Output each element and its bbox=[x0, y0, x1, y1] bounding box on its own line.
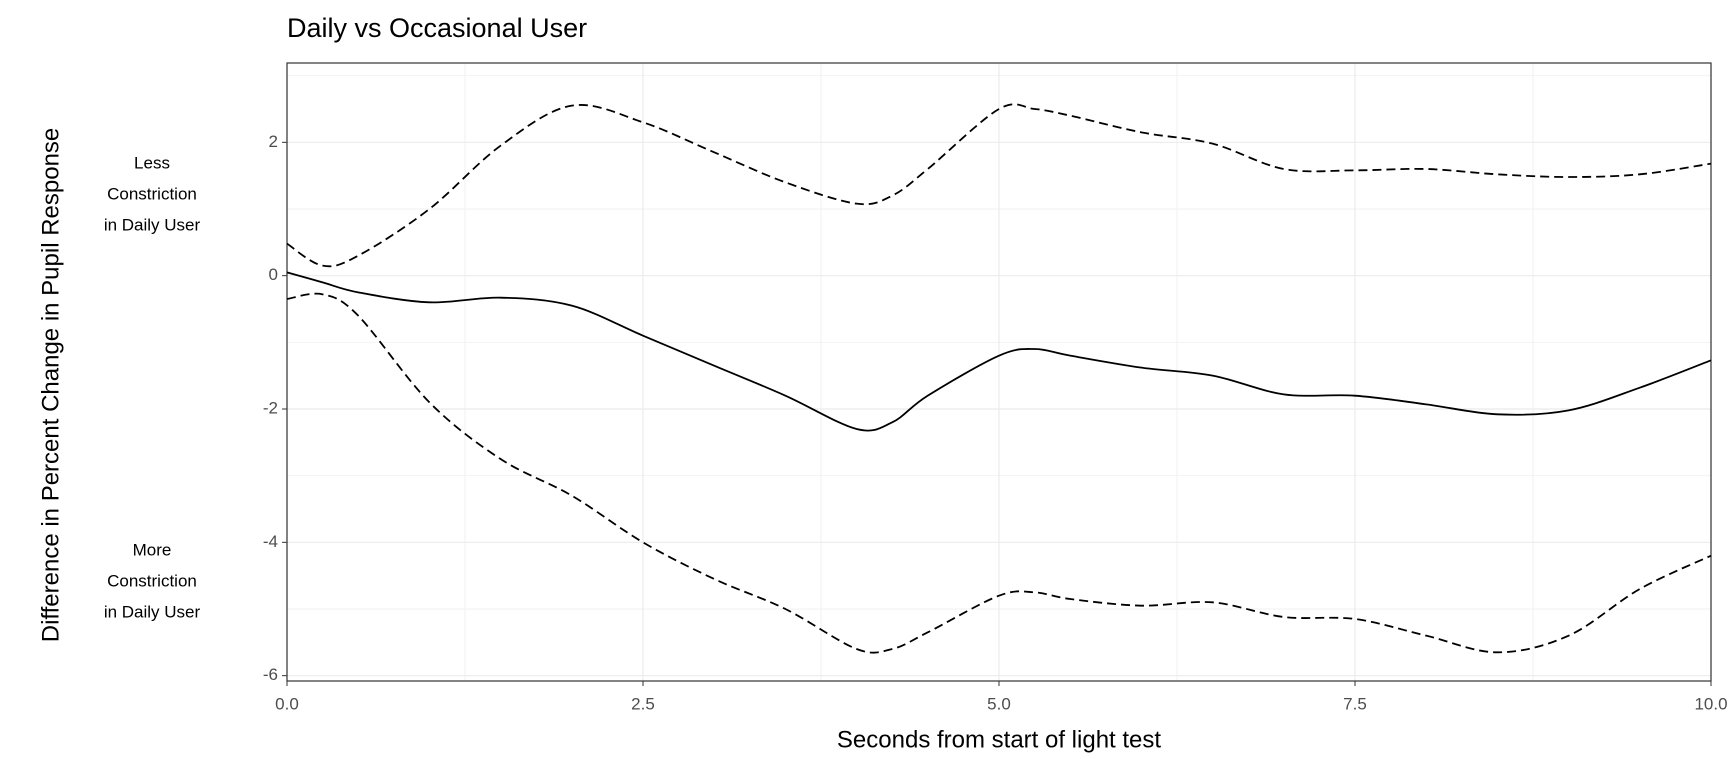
x-tick-label: 0.0 bbox=[275, 694, 299, 713]
annotation-line: Less bbox=[134, 153, 170, 172]
y-tick-label: -2 bbox=[263, 398, 278, 417]
x-axis-title: Seconds from start of light test bbox=[837, 726, 1161, 753]
x-tick-label: 5.0 bbox=[987, 694, 1011, 713]
annotation-line: Constriction bbox=[107, 571, 197, 590]
x-tick-label: 10.0 bbox=[1694, 694, 1727, 713]
plot-border bbox=[286, 62, 1712, 682]
annotation-line: More bbox=[133, 540, 172, 559]
y-tick-label: 2 bbox=[269, 132, 278, 151]
series-line bbox=[286, 292, 1712, 654]
series-line bbox=[286, 103, 1712, 268]
series-line bbox=[286, 271, 1712, 432]
y-tick-label: -6 bbox=[263, 665, 278, 684]
y-axis-title: Difference in Percent Change in Pupil Re… bbox=[37, 128, 64, 643]
annotation-line: in Daily User bbox=[104, 215, 201, 234]
x-tick-label: 2.5 bbox=[631, 694, 655, 713]
y-tick-label: 0 bbox=[269, 265, 278, 284]
x-tick-label: 7.5 bbox=[1343, 694, 1367, 713]
annotation-line: Constriction bbox=[107, 184, 197, 203]
annotation-line: in Daily User bbox=[104, 602, 201, 621]
chart-title: Daily vs Occasional User bbox=[287, 13, 587, 43]
y-tick-label: -4 bbox=[263, 532, 278, 551]
